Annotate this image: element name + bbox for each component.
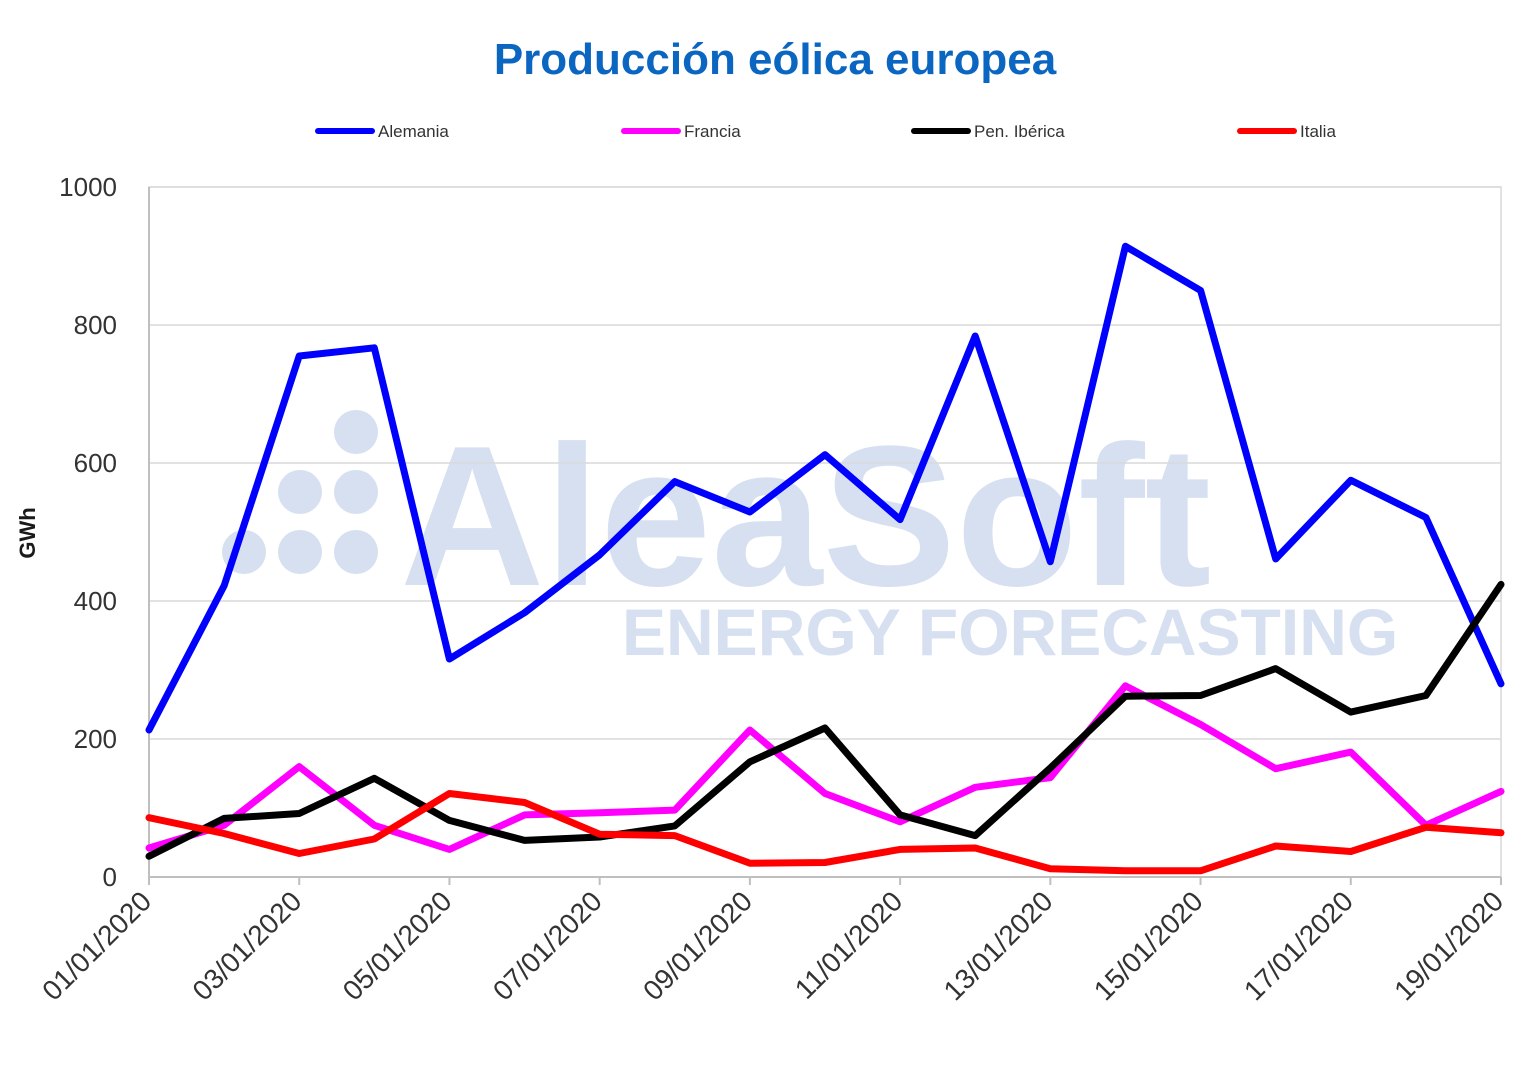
legend-label: Pen. Ibérica (974, 122, 1065, 141)
y-tick-label: 600 (74, 448, 117, 478)
legend: Alemania Francia Pen. Ibérica Italia (315, 122, 1336, 141)
x-tick-label: 09/01/2020 (637, 885, 758, 1006)
x-axis-ticks: 01/01/2020 03/01/2020 05/01/2020 07/01/2020… (36, 877, 1509, 1006)
y-tick-label: 0 (103, 862, 117, 892)
x-tick-label: 15/01/2020 (1088, 885, 1209, 1006)
y-tick-label: 800 (74, 310, 117, 340)
watermark-logo-dots (222, 410, 378, 574)
x-tick-label: 19/01/2020 (1388, 885, 1509, 1006)
y-tick-label: 200 (74, 724, 117, 754)
x-tick-label: 11/01/2020 (789, 885, 909, 1005)
x-tick-label: 17/01/2020 (1238, 885, 1359, 1006)
chart-title: Producción eólica europea (494, 35, 1057, 84)
plot-area (148, 186, 1502, 878)
watermark-dot (278, 530, 322, 574)
watermark-dot (334, 470, 378, 514)
y-axis-ticks: 0 200 400 600 800 1000 (59, 172, 117, 892)
watermark-dot (334, 530, 378, 574)
series-line-italia (145, 790, 1505, 875)
x-tick-label: 05/01/2020 (337, 885, 458, 1006)
y-tick-label: 1000 (59, 172, 117, 202)
x-tick-label: 13/01/2020 (938, 885, 1059, 1006)
watermark-dot (334, 410, 378, 454)
x-tick-label: 03/01/2020 (186, 885, 307, 1006)
y-tick-label: 400 (74, 586, 117, 616)
series-lines (145, 242, 1505, 875)
x-tick-label: 07/01/2020 (487, 885, 608, 1006)
watermark-tagline-text: ENERGY FORECASTING (622, 595, 1398, 669)
x-tick-label: 01/01/2020 (36, 885, 157, 1006)
legend-label: Italia (1300, 122, 1336, 141)
legend-label: Alemania (378, 122, 449, 141)
series-line-pen-ib-rica (145, 580, 1505, 860)
series-line-alemania (145, 242, 1505, 734)
series-line-francia (145, 682, 1505, 853)
y-axis-label: GWh (15, 507, 40, 558)
watermark-dot (278, 470, 322, 514)
legend-label: Francia (684, 122, 741, 141)
